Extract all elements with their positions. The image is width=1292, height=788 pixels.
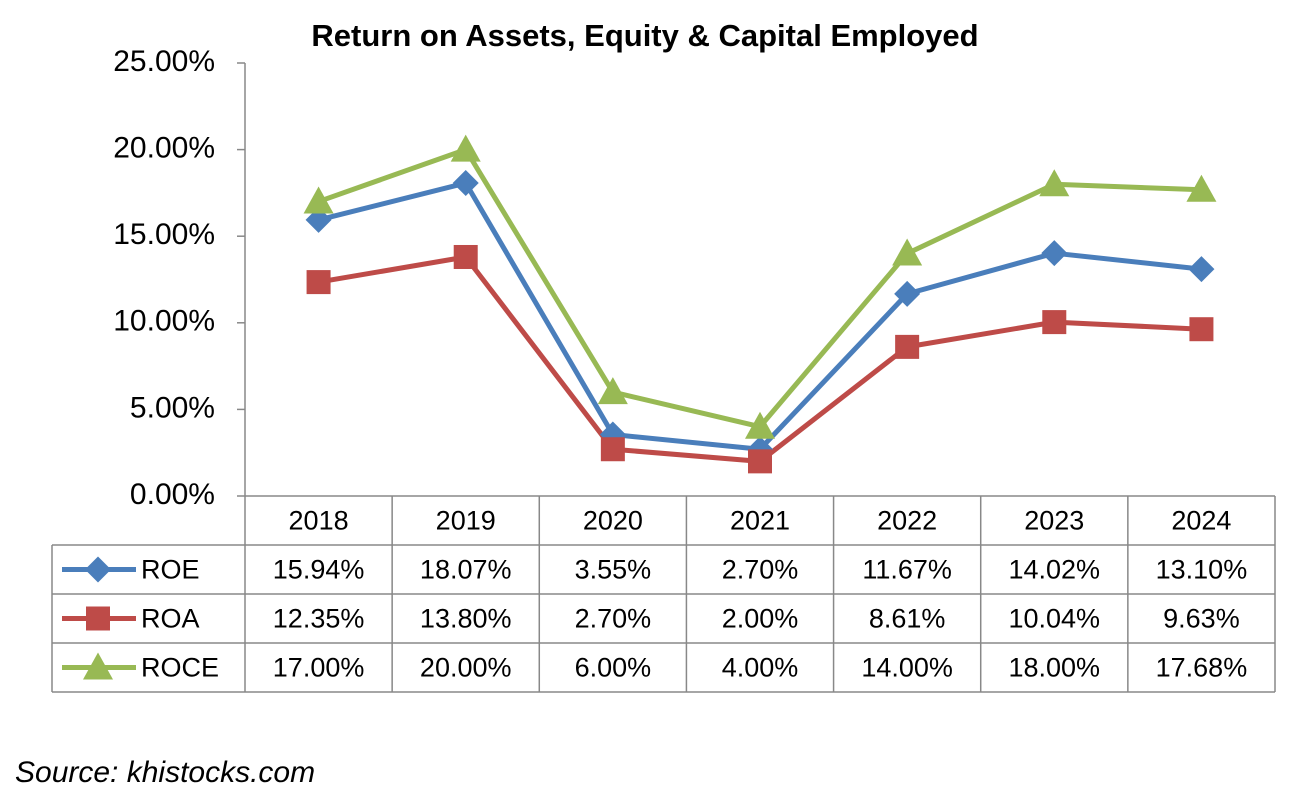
x-tick-label: 2019 <box>436 506 496 536</box>
table-value: 6.00% <box>575 653 652 683</box>
data-point <box>1189 317 1214 342</box>
data-point <box>1188 256 1215 283</box>
table-value: 14.02% <box>1008 555 1100 585</box>
data-point <box>306 270 331 295</box>
data-point <box>1186 174 1217 202</box>
data-point <box>1042 310 1067 335</box>
data-point <box>894 280 921 307</box>
legend-marker <box>83 652 113 680</box>
y-tick-label: 0.00% <box>130 478 215 511</box>
y-tick-label: 20.00% <box>113 132 215 165</box>
x-tick-label: 2021 <box>730 506 790 536</box>
data-point <box>892 238 923 266</box>
table-value: 10.04% <box>1008 604 1100 634</box>
table-value: 14.00% <box>861 653 953 683</box>
y-tick-label: 25.00% <box>113 45 215 78</box>
source: Source: khistocks.com <box>15 756 315 788</box>
table-value: 9.63% <box>1163 604 1240 634</box>
series-line <box>317 180 1202 452</box>
legend-marker <box>86 606 110 631</box>
x-tick-label: 2023 <box>1024 506 1084 536</box>
data-point <box>450 134 481 162</box>
legend-label: ROCE <box>141 653 219 683</box>
table-value: 13.80% <box>420 604 512 634</box>
x-tick-label: 2024 <box>1171 506 1231 536</box>
data-point <box>1039 169 1070 197</box>
table-value: 13.10% <box>1156 555 1248 585</box>
table-value: 17.68% <box>1156 653 1248 683</box>
chart-title: Return on Assets, Equity & Capital Emplo… <box>311 18 978 53</box>
data-point <box>748 449 772 474</box>
table-value: 20.00% <box>420 653 512 683</box>
y-tick-label: 15.00% <box>113 218 215 251</box>
y-tick-label: 10.00% <box>113 305 215 338</box>
data-point <box>600 437 625 462</box>
table-value: 4.00% <box>722 653 799 683</box>
series-line <box>317 147 1202 430</box>
data-point <box>303 186 334 214</box>
x-tick-label: 2018 <box>289 506 349 536</box>
legend-label: ROE <box>141 555 200 585</box>
table-value: 2.70% <box>575 604 652 634</box>
data-point <box>452 170 479 197</box>
legend-label: ROA <box>141 604 200 634</box>
data-point <box>597 377 628 405</box>
legend-marker <box>85 556 111 583</box>
x-tick-label: 2020 <box>583 506 643 536</box>
table-value: 8.61% <box>869 604 946 634</box>
table-value: 18.00% <box>1008 653 1100 683</box>
table-value: 15.94% <box>273 555 365 585</box>
table-value: 3.55% <box>575 555 652 585</box>
y-tick-label: 5.00% <box>130 391 215 424</box>
x-tick-label: 2022 <box>877 506 937 536</box>
table-value: 12.35% <box>273 604 365 634</box>
table-value: 11.67% <box>862 555 952 585</box>
table-value: 17.00% <box>273 653 365 683</box>
table-value: 2.70% <box>722 555 799 585</box>
table-value: 2.00% <box>722 604 799 634</box>
data-point <box>1041 240 1068 267</box>
table-value: 18.07% <box>420 555 512 585</box>
data-point <box>895 334 920 359</box>
data-point <box>745 411 775 439</box>
data-point <box>453 244 478 269</box>
